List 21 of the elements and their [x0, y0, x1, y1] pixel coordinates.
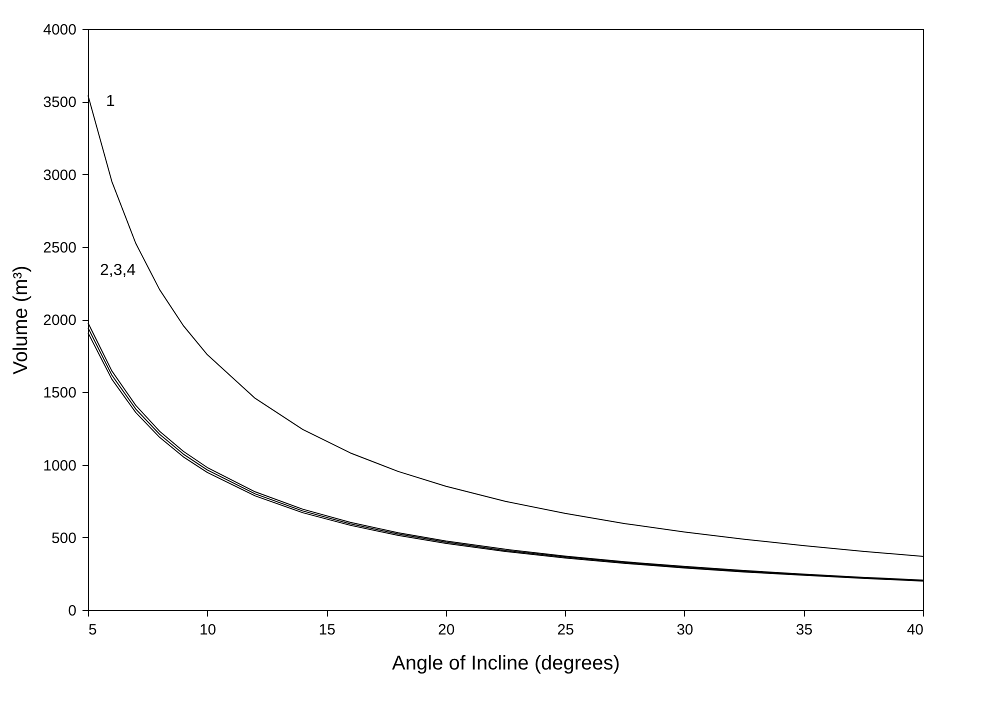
x-tick-label: 15 — [318, 622, 336, 638]
x-tick-label: 40 — [906, 622, 924, 638]
y-tick-label: 1500 — [43, 384, 76, 402]
y-tick-label: 1000 — [43, 457, 76, 474]
y-tick-label: 3000 — [43, 166, 76, 184]
annotation: 1 — [106, 93, 115, 110]
x-tick-label: 20 — [438, 622, 455, 638]
x-tick-label: 30 — [676, 622, 694, 638]
y-tick-label: 2500 — [43, 239, 76, 256]
y-tick-label: 500 — [51, 530, 76, 547]
x-tick-label: 10 — [199, 622, 216, 638]
y-tick-label: 4000 — [43, 22, 76, 38]
x-tick-label: 35 — [796, 622, 813, 638]
annotation: 2,3,4 — [100, 262, 136, 279]
x-tick-label: 5 — [88, 622, 97, 638]
y-axis-title: Volume (m³) — [10, 266, 32, 374]
y-tick-label: 2000 — [43, 312, 76, 329]
x-tick-label: 25 — [557, 622, 574, 638]
y-tick-label: 3500 — [43, 94, 76, 112]
y-tick-label: 0 — [68, 602, 76, 620]
x-axis-title: Angle of Incline (degrees) — [392, 652, 620, 674]
